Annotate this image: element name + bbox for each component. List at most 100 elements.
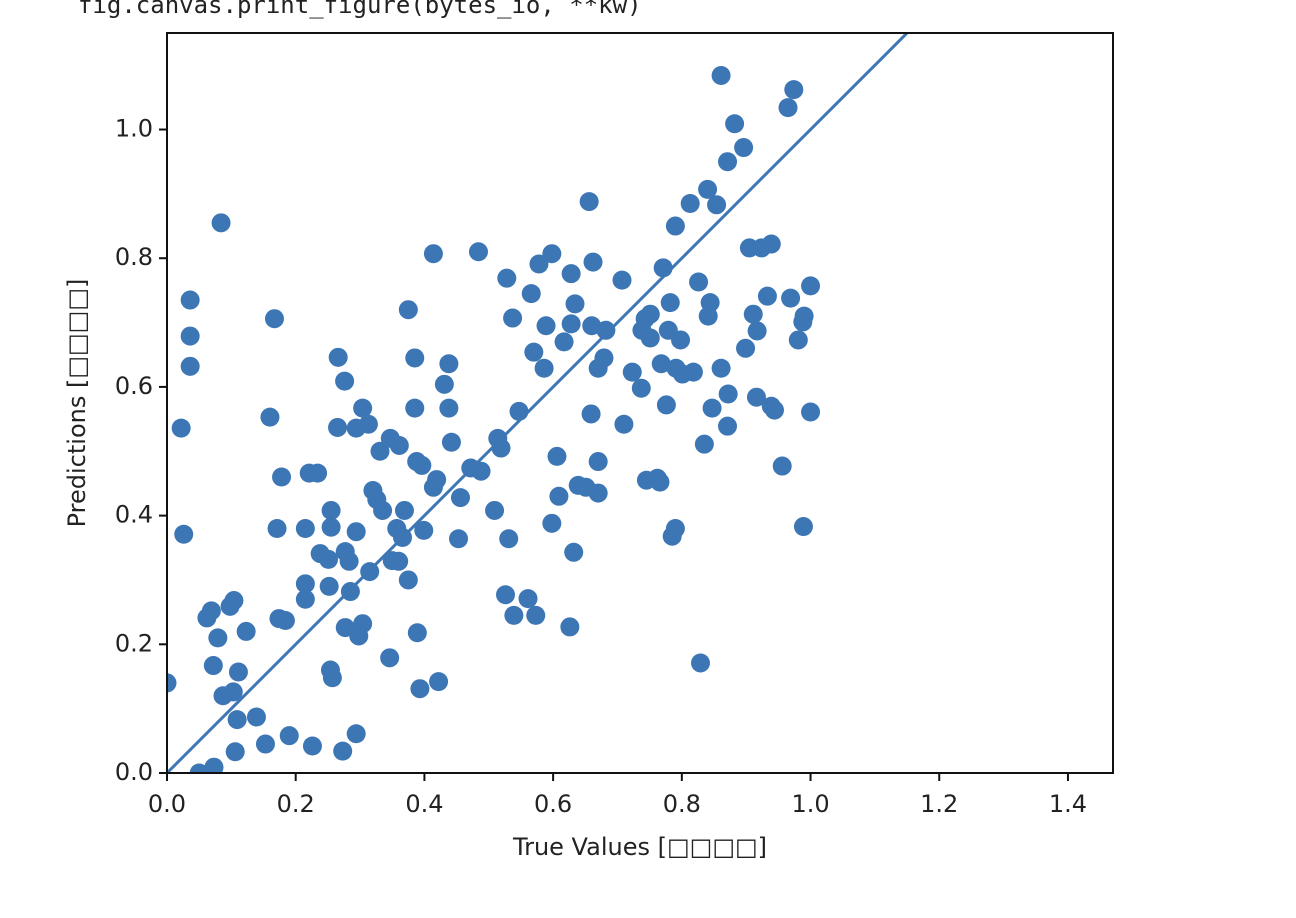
y-tick-label: 0.4 [115, 501, 153, 529]
point [279, 726, 299, 746]
point [208, 628, 228, 648]
point [588, 483, 608, 503]
point [504, 605, 524, 625]
point [171, 418, 191, 438]
point [211, 213, 231, 233]
point [671, 330, 691, 350]
point [302, 736, 322, 756]
point [295, 589, 315, 609]
point [272, 467, 292, 487]
point [718, 152, 738, 172]
point [389, 551, 409, 571]
point [521, 284, 541, 304]
point [690, 653, 710, 673]
line [167, 33, 909, 773]
point [518, 589, 538, 609]
point [718, 416, 738, 436]
point [414, 520, 434, 540]
point [405, 348, 425, 368]
point [450, 488, 470, 508]
point [346, 522, 366, 542]
point [536, 316, 556, 336]
point [180, 326, 200, 346]
point [468, 242, 488, 262]
point [711, 358, 731, 378]
point [335, 371, 355, 391]
point [358, 414, 378, 434]
point [485, 500, 505, 520]
point [260, 407, 280, 427]
point [180, 356, 200, 376]
x-tick-label: 1.4 [1049, 790, 1087, 818]
point [471, 461, 491, 481]
point [683, 362, 703, 382]
y-tick-label: 0.2 [115, 629, 153, 657]
point [308, 463, 328, 483]
point [405, 398, 425, 418]
point [412, 455, 432, 475]
point [665, 518, 685, 538]
point [734, 138, 754, 158]
point [449, 529, 469, 549]
point [295, 574, 315, 594]
code-line: fig.canvas.print_figure(bytes_io, **kw) [78, 0, 642, 19]
point [267, 518, 287, 538]
point [526, 605, 546, 625]
point [174, 524, 194, 544]
point [496, 585, 516, 605]
point [529, 254, 549, 274]
point [328, 417, 348, 437]
point [227, 710, 247, 730]
point [660, 293, 680, 313]
point [423, 244, 443, 264]
point [801, 276, 821, 296]
point [223, 682, 243, 702]
point [778, 98, 798, 118]
point [564, 542, 584, 562]
x-tick-label: 1.0 [791, 790, 829, 818]
point [499, 529, 519, 549]
point [793, 517, 813, 537]
point [680, 194, 700, 214]
point [398, 570, 418, 590]
y-tick-label: 0.6 [115, 372, 153, 400]
point [560, 617, 580, 637]
point [547, 446, 567, 466]
point [588, 452, 608, 472]
point [565, 294, 585, 314]
point [640, 328, 660, 348]
point [328, 347, 348, 367]
point [725, 114, 745, 134]
point [743, 304, 763, 324]
point [346, 724, 366, 744]
x-tick-label: 0.4 [405, 790, 443, 818]
point [203, 656, 223, 676]
point [189, 763, 209, 773]
point [583, 252, 603, 272]
point [380, 648, 400, 668]
point [653, 258, 673, 278]
point [694, 434, 714, 454]
point [794, 306, 814, 326]
point [761, 234, 781, 254]
point [612, 270, 632, 290]
point [410, 679, 430, 699]
point [349, 626, 369, 646]
point [236, 621, 256, 641]
point [319, 576, 339, 596]
point [246, 707, 266, 727]
point [542, 244, 562, 264]
x-tick-label: 0.2 [277, 790, 315, 818]
y-axis-label: Predictions [□□□□] [63, 279, 91, 528]
x-axis-label: True Values [□□□□] [512, 833, 767, 861]
point [429, 672, 449, 692]
point [275, 610, 295, 630]
point [524, 342, 544, 362]
point [201, 601, 221, 621]
point [784, 80, 804, 100]
x-tick-label: 1.2 [920, 790, 958, 818]
point [781, 288, 801, 308]
point [509, 401, 529, 421]
point [339, 551, 359, 571]
point [689, 272, 709, 292]
